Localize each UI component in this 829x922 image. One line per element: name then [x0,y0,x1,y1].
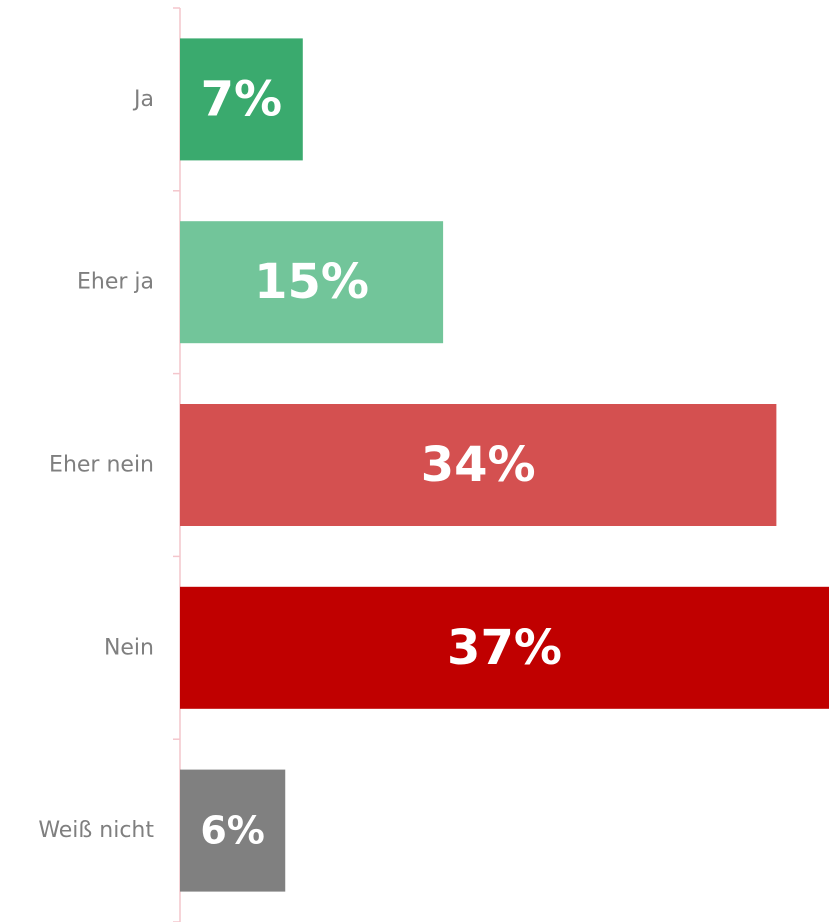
bar-5 [180,769,286,892]
data-label: 37% [447,620,562,676]
data-label: 6% [200,809,265,853]
data-label: 15% [254,254,369,310]
bar-4 [180,586,829,709]
data-label: 34% [421,437,536,493]
bar-2 [180,221,444,344]
bar-1 [180,38,303,161]
category-label: Eher nein [49,453,154,478]
category-label: Weiß nicht [38,818,154,843]
data-label: 7% [201,71,283,127]
category-label: Nein [104,635,154,660]
bar-3 [180,404,777,526]
category-label: Eher ja [77,270,154,295]
category-label: Ja [132,87,154,112]
